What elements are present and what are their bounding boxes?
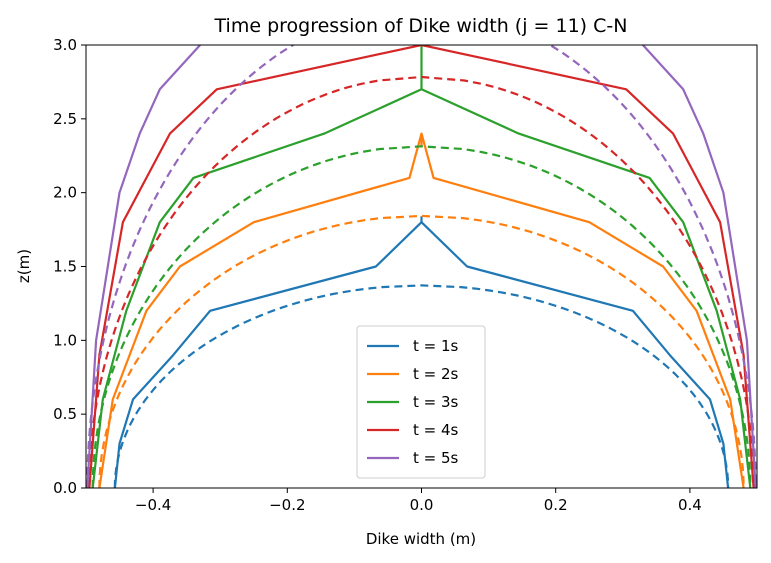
series-layer: [86, 45, 757, 488]
x-tick-label: −0.4: [135, 496, 171, 514]
solid-series-line: [642, 45, 757, 488]
legend-box: [356, 325, 486, 479]
y-axis: 0.0 0.5 1.0 1.5 2.0 2.5 3.0: [53, 36, 86, 497]
y-axis-title: z(m): [15, 249, 33, 283]
x-axis-title: Dike width (m): [366, 530, 476, 548]
y-tick-label: 1.0: [53, 331, 77, 349]
x-axis: −0.4 −0.2 0.0 0.2 0.4: [135, 488, 702, 514]
solid-series-line: [88, 45, 755, 488]
legend: t = 1s t = 2s t = 3s t = 4s t = 5s: [356, 325, 486, 479]
dashed-series-line: [88, 75, 755, 488]
x-tick-label: 0.0: [410, 496, 434, 514]
y-tick-label: 0.5: [53, 405, 77, 423]
legend-label: t = 5s: [413, 449, 459, 467]
dashed-series-line: [98, 214, 745, 488]
dashed-series-line: [91, 145, 752, 488]
y-tick-label: 0.0: [53, 479, 77, 497]
x-tick-label: 0.2: [544, 496, 568, 514]
y-tick-label: 3.0: [53, 36, 77, 54]
solid-series-line: [86, 45, 201, 488]
legend-label: t = 2s: [413, 365, 459, 383]
chart-title: Time progression of Dike width (j = 11) …: [214, 15, 628, 37]
x-tick-label: 0.4: [678, 496, 702, 514]
y-tick-label: 1.5: [53, 258, 77, 276]
legend-label: t = 1s: [413, 337, 459, 355]
y-tick-label: 2.5: [53, 110, 77, 128]
dashed-series-line: [113, 284, 730, 488]
legend-label: t = 4s: [413, 421, 459, 439]
x-tick-label: −0.2: [269, 496, 305, 514]
legend-label: t = 3s: [413, 393, 459, 411]
y-tick-label: 2.0: [53, 184, 77, 202]
dashed-series-line: [547, 45, 757, 488]
